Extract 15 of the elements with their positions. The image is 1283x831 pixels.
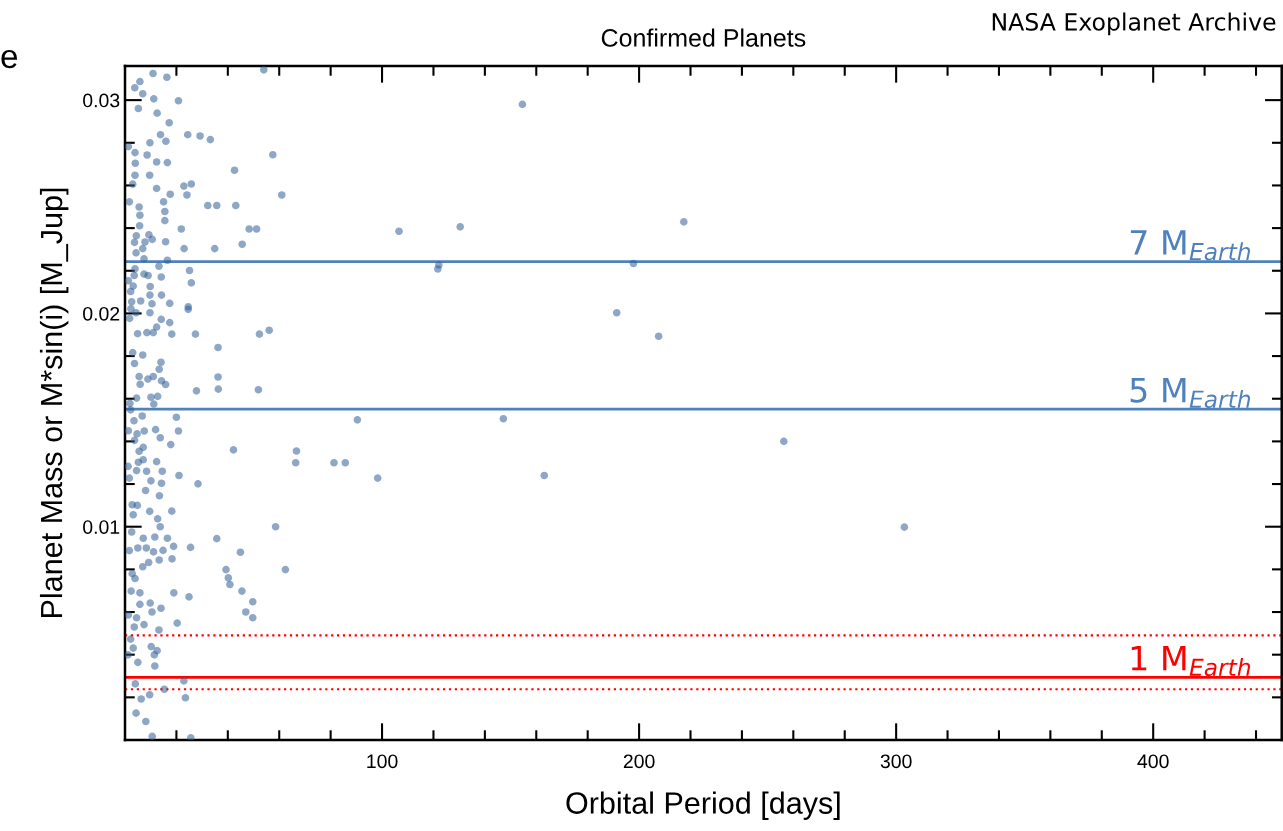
y-tick-label: 0.02 <box>83 306 120 321</box>
ref-line-label: 5 M$_{Earth}$ <box>1130 377 1250 409</box>
ref-line-label: 7 M$_{Earth}$ <box>1130 230 1250 261</box>
ref-line-label: 1 M$_{Earth}$ <box>1131 646 1250 677</box>
y-tick-label: 0.01 <box>83 520 120 534</box>
x-tick-label: 300 <box>880 754 912 769</box>
y-tick-label: 0.03 <box>83 93 120 108</box>
text: NASA Exoplanet Archive <box>992 12 1276 36</box>
chart-title: Confirmed Planets <box>601 28 806 47</box>
text: e <box>1 49 18 69</box>
x-tick-label: 200 <box>623 754 655 769</box>
y-axis-title: Planet Mass or M*sin(i) [M_Jup] <box>39 188 69 617</box>
x-tick-label: 400 <box>1137 754 1169 769</box>
x-tick-label: 100 <box>367 754 398 769</box>
x-axis-title: Orbital Period [days] <box>566 791 840 820</box>
